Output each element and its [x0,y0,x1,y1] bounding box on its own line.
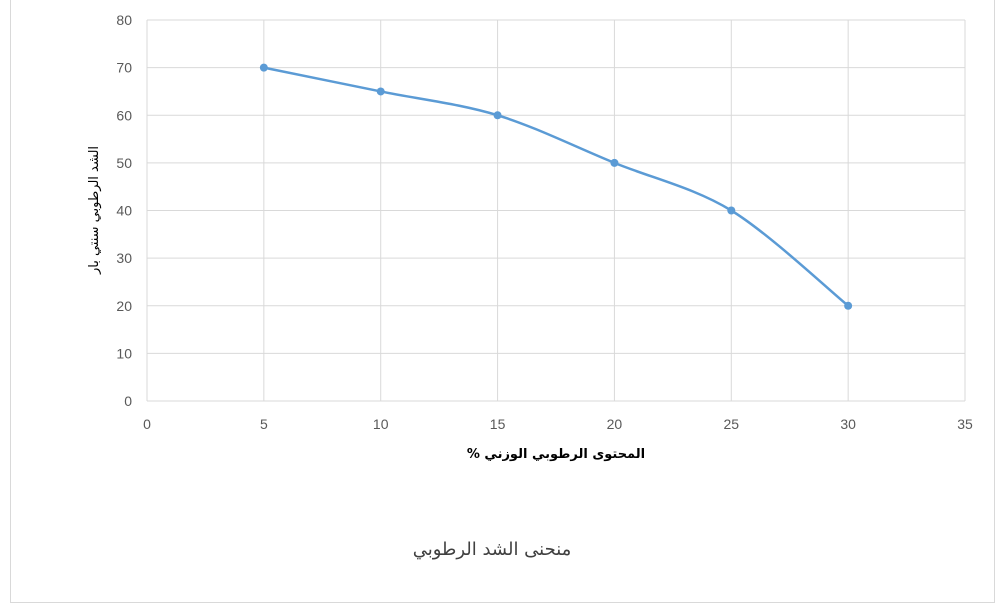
x-tick-label: 20 [607,416,623,432]
series-line [262,66,850,307]
y-tick-label: 50 [116,155,132,171]
y-tick-label: 80 [116,12,132,28]
y-tick-label: 20 [116,298,132,314]
x-tick-label: 10 [373,416,389,432]
x-tick-label: 30 [840,416,856,432]
x-tick-label: 25 [723,416,739,432]
y-tick-label: 10 [116,345,132,361]
x-tick-label: 35 [957,416,973,432]
y-tick-label: 60 [116,107,132,123]
chart-frame [10,0,995,603]
data-point [376,87,385,96]
x-tick-label: 5 [260,416,268,432]
grid-lines [146,19,966,402]
x-tick-labels: 0 5 10 15 20 25 30 35 [143,416,973,432]
data-point [844,301,853,310]
y-tick-label: 0 [124,393,132,409]
y-tick-labels: 0 10 20 30 40 50 60 70 80 [116,12,132,409]
data-point [493,111,502,120]
x-tick-label: 15 [490,416,506,432]
data-points [259,63,853,310]
chart-caption: منحنى الشد الرطوبي [413,539,572,560]
y-tick-label: 30 [116,250,132,266]
data-point [259,63,268,72]
data-point [727,206,736,215]
x-axis-title: المحتوى الرطوبي الوزني % [467,447,645,462]
y-tick-label: 70 [116,60,132,76]
x-tick-label: 0 [143,416,151,432]
y-tick-label: 40 [116,203,132,219]
data-point [610,158,619,167]
y-axis-title: الشد الرطوبي سنتي بار [87,146,102,275]
